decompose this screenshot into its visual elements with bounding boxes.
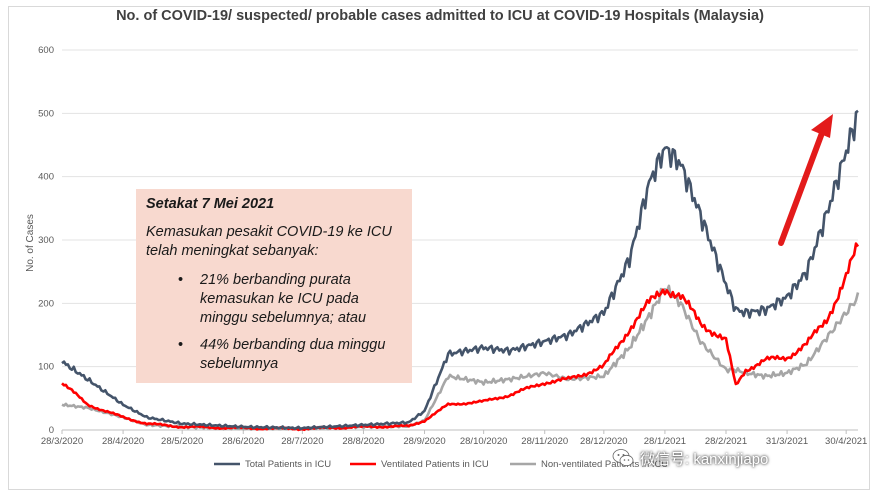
- callout-box: Setakat 7 Mei 2021 Kemasukan pesakit COV…: [136, 189, 412, 383]
- bullet-text: 44% berbanding dua minggu sebelumnya: [200, 337, 386, 372]
- series-line-ventilated-patients-in-icu: [61, 242, 860, 432]
- y-tick-label: 0: [49, 425, 54, 436]
- arrow-head: [811, 114, 833, 138]
- watermark: 微信号: kanxinjiapo: [612, 447, 768, 469]
- gridlines: [62, 49, 858, 431]
- x-tick-label: 28/10/2020: [460, 436, 508, 447]
- x-tick-label: 28/9/2020: [403, 436, 445, 447]
- x-tick-label: 30/4/2021: [825, 436, 867, 447]
- series-line-total-patients-in-icu: [61, 109, 859, 431]
- chart-title: No. of COVID-19/ suspected/ probable cas…: [116, 8, 764, 24]
- x-tick-label: 28/3/2020: [41, 436, 83, 447]
- x-tick-label: 28/6/2020: [222, 436, 264, 447]
- callout-heading: Setakat 7 Mei 2021: [146, 196, 275, 212]
- x-tick-label: 28/1/2021: [644, 436, 686, 447]
- callout-bullet: • 44% berbanding dua minggu sebelumnya: [178, 336, 402, 374]
- legend: Total Patients in ICU Ventilated Patients…: [214, 459, 668, 470]
- legend-label: Ventilated Patients in ICU: [381, 459, 489, 470]
- x-tick-label: 28/8/2020: [342, 436, 384, 447]
- x-tick-label: 28/5/2020: [161, 436, 203, 447]
- trend-up-arrow-icon: [778, 114, 833, 246]
- x-tick-label: 28/4/2020: [102, 436, 144, 447]
- wechat-icon: [612, 449, 634, 467]
- series-lines: [61, 109, 860, 432]
- x-tick-label: 28/12/2020: [580, 436, 628, 447]
- x-tick-label: 31/3/2021: [766, 436, 808, 447]
- y-tick-label: 200: [38, 298, 54, 309]
- y-axis-ticks: 0 100 200 300 400 500 600: [38, 45, 54, 436]
- x-tick-label: 28/7/2020: [281, 436, 323, 447]
- y-tick-label: 100: [38, 362, 54, 373]
- callout-intro: Kemasukan pesakit COVID-19 ke ICU telah …: [146, 224, 392, 259]
- legend-label: Total Patients in ICU: [245, 459, 331, 470]
- y-tick-label: 400: [38, 172, 54, 183]
- bullet-dot: •: [178, 337, 184, 353]
- y-tick-label: 300: [38, 235, 54, 246]
- arrow-shaft: [778, 130, 825, 246]
- legend-label: Non-ventilated Patients in ICU: [541, 459, 668, 470]
- watermark-text: 微信号: kanxinjiapo: [640, 450, 769, 468]
- y-tick-label: 500: [38, 108, 54, 119]
- bullet-text: 21% berbanding purata kemasukan ke ICU p…: [200, 272, 367, 326]
- x-axis-ticks: 28/3/2020 28/4/2020 28/5/2020 28/6/2020 28/7…: [41, 430, 867, 447]
- x-tick-label: 28/2/2021: [705, 436, 747, 447]
- bullet-dot: •: [178, 272, 184, 288]
- y-axis-label: No. of Cases: [25, 214, 36, 272]
- y-tick-label: 600: [38, 45, 54, 56]
- callout-bullet: • 21% berbanding purata kemasukan ke ICU…: [178, 271, 402, 328]
- x-tick-label: 28/11/2020: [521, 436, 568, 447]
